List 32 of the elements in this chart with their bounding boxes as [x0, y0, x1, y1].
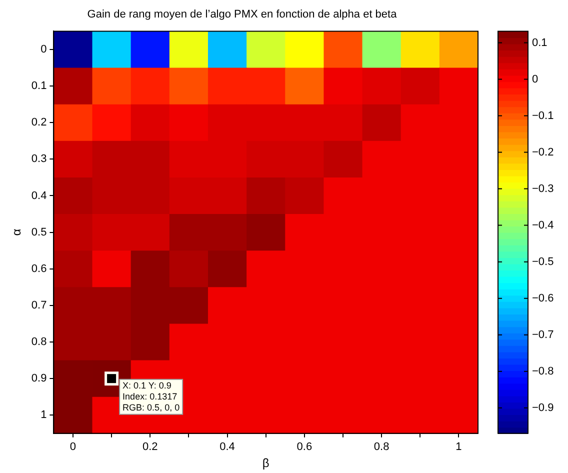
y-tick-label: 0.3 — [31, 153, 47, 166]
y-tick-label: 0.2 — [31, 116, 47, 129]
color-bar-label: −0.7 — [532, 328, 554, 341]
y-tick-label: 0.9 — [31, 372, 47, 385]
y-axis-title: α — [10, 228, 24, 236]
color-bar-label: 0 — [532, 73, 538, 86]
x-tick-label: 1 — [456, 441, 462, 454]
y-tick-label: 0.7 — [31, 299, 47, 312]
x-tick-label: 0.4 — [220, 441, 235, 454]
color-bar-label: −0.2 — [532, 146, 554, 158]
y-tick-label: 0.6 — [31, 262, 47, 275]
chart-title: Gain de rang moyen de l’algo PMX en fonction de alpha et beta — [87, 8, 398, 21]
color-bar-label: 0.1 — [532, 36, 548, 49]
color-bar-label: −0.6 — [532, 292, 554, 304]
y-tick-label: 0.5 — [31, 226, 47, 238]
color-bar-label: −0.3 — [532, 182, 554, 195]
y-tick-label: 0.8 — [31, 336, 47, 348]
x-tick-label: 0.6 — [296, 441, 312, 454]
x-tick-label: 0.8 — [374, 441, 390, 454]
color-bar-label: −0.9 — [532, 402, 554, 414]
y-tick-label: 0 — [40, 44, 47, 56]
x-tick-label: 0 — [70, 441, 76, 454]
y-tick-label: 0.1 — [31, 80, 47, 92]
annotation: X: 0.1 Y: 0.9 Index: 0.1317 RGB: 0.5, 0, 0 — [122, 380, 180, 412]
color-bar-label: −0.5 — [532, 256, 554, 268]
color-bar-label: −0.4 — [532, 219, 554, 232]
y-tick-label: 0.4 — [31, 190, 47, 202]
color-bar-label: −0.8 — [532, 365, 554, 378]
color-bar-label: −0.1 — [532, 110, 554, 122]
x-tick-label: 0.2 — [142, 441, 158, 454]
y-tick-label: 1 — [40, 409, 47, 422]
x-axis-title: β — [262, 456, 270, 470]
